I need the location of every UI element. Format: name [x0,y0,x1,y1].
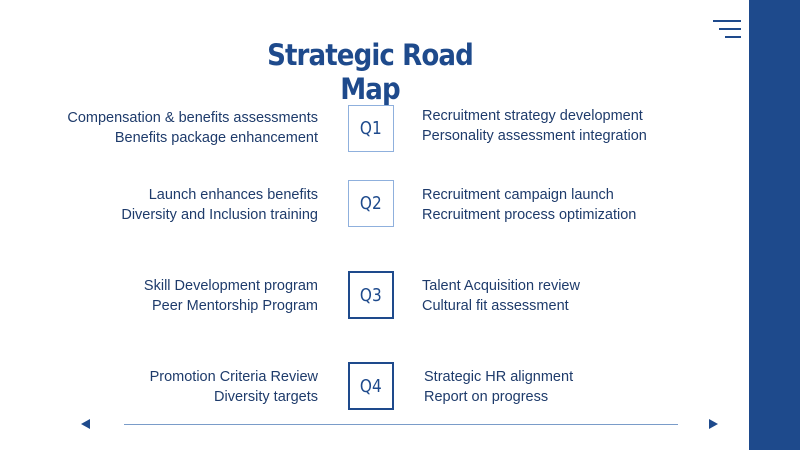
timeline-divider [124,424,678,425]
q3-left-item: Skill Development program [143,278,318,294]
q1-left-items: Compensation & benefits assessments Bene… [67,109,318,148]
q1-right-item: Recruitment strategy development [422,108,643,124]
q4-badge: Q4 [348,362,394,410]
q4-right-item: Report on progress [424,388,549,405]
q4-right-item: Strategic HR alignment [424,369,574,385]
q2-label: Q2 [360,193,382,214]
menu-line [725,36,741,38]
q1-right-item: Personality assessment integration [422,127,647,144]
q4-label: Q4 [360,375,382,397]
q1-label: Q1 [360,118,382,139]
triangle-left-icon[interactable] [81,419,90,429]
hamburger-menu-icon[interactable] [713,20,741,38]
q3-badge: Q3 [348,271,394,319]
q4-left-item: Diversity targets [214,388,318,405]
q4-left-items: Promotion Criteria Review Diversity targ… [150,368,318,407]
q2-left-item: Diversity and Inclusion training [121,206,318,223]
q2-right-items: Recruitment campaign launch Recruitment … [422,186,636,225]
q1-right-items: Recruitment strategy development Persona… [422,107,647,146]
q1-badge: Q1 [348,105,394,152]
q2-badge: Q2 [348,180,394,227]
q3-right-item: Talent Acquisition review [422,278,580,294]
q1-left-item: Benefits package enhancement [114,129,318,146]
menu-line [719,28,741,30]
q2-right-item: Recruitment process optimization [422,206,637,223]
q3-label: Q3 [360,284,382,306]
q3-right-items: Talent Acquisition review Cultural fit a… [422,277,580,316]
roadmap-row-q4: Promotion Criteria Review Diversity targ… [0,362,749,412]
menu-line [713,20,741,22]
roadmap-row-q1: Compensation & benefits assessments Bene… [0,105,749,155]
triangle-right-icon[interactable] [709,419,718,429]
q3-left-items: Skill Development program Peer Mentorshi… [144,277,318,316]
q4-right-items: Strategic HR alignment Report on progres… [424,368,573,407]
roadmap-row-q2: Launch enhances benefits Diversity and I… [0,180,749,230]
side-accent-bar [749,0,800,450]
q4-left-item: Promotion Criteria Review [149,369,318,385]
q1-left-item: Compensation & benefits assessments [67,110,318,126]
page-title: Strategic Road Map [267,38,474,106]
q2-right-item: Recruitment campaign launch [422,187,614,203]
roadmap-row-q3: Skill Development program Peer Mentorshi… [0,271,749,321]
q3-left-item: Peer Mentorship Program [151,297,318,314]
q2-left-items: Launch enhances benefits Diversity and I… [121,186,318,225]
q2-left-item: Launch enhances benefits [148,187,318,203]
q3-right-item: Cultural fit assessment [422,297,569,314]
